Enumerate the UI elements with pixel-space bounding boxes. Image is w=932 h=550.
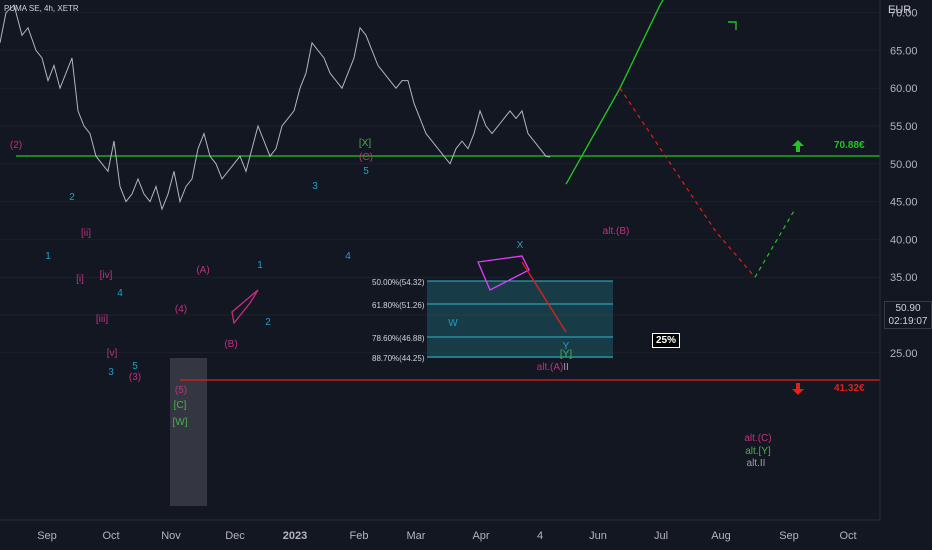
alt-projection [619,87,756,278]
wave-label: II [563,362,569,373]
wave-label: (A) [196,265,209,276]
wave-label: [i] [76,274,84,285]
wave-label: (4) [175,304,187,315]
wave-label: 5 [132,361,138,372]
y-tick-label: 35.00 [890,272,918,284]
plot-area [0,0,880,520]
wave-label: (5) [175,385,187,396]
down-leg [521,261,567,333]
currency-label: EUR [888,4,912,16]
wave-label: W [448,318,458,329]
triangle-pattern [477,255,530,291]
wave-label: [iii] [96,314,108,325]
x-tick-label: Mar [407,530,426,542]
x-tick-label: Jun [589,530,607,542]
down-arrow-icon [792,383,804,395]
wave-label: [Y] [560,349,572,360]
arrowhead [728,21,737,30]
wave-label: 1 [45,251,51,262]
price-line [0,4,551,211]
x-axis: Sep Oct Nov Dec 2023 Feb Mar Apr 4 Jun Jul Aug Sep Oc… [0,519,880,542]
wave-label: 4 [117,288,123,299]
fib-label: 61.80%(51.26) [372,301,425,310]
wave-label: [C] [174,400,187,411]
wave-label: 2 [265,317,271,328]
y-tick-label: 40.00 [890,234,918,246]
wave-label: [X] [359,138,371,149]
wave-label: (2) [10,140,22,151]
triangle-pattern [231,289,259,325]
alt-up-projection [754,208,796,278]
wave-label: 2 [69,192,75,203]
y-tick-label: 70.00 [890,8,918,20]
current-price-box: 50.90 02:19:07 [884,301,932,329]
x-tick-label: Oct [839,530,856,542]
wave-label: alt.[Y] [745,446,771,457]
grid [0,0,880,353]
level-lines [16,155,880,381]
current-price: 50.90 [895,303,921,314]
y-axis: 85.0080.0075.0070.0065.0060.0055.0050.00… [879,0,918,520]
x-tick-label: Oct [102,530,119,542]
fib-zone: 50.00%(54.32) 61.80%(51.26) 78.60%(46.88) 8… [170,278,613,506]
countdown: 02:19:07 [888,316,928,327]
wave-label: 4 [345,251,351,262]
wave-label: (3) [129,372,141,383]
main-projection [565,0,664,185]
upper-level-label: 70.88€ [834,140,865,151]
wave-label: Y [563,341,570,352]
x-tick-label: Nov [161,530,181,542]
y-tick-label: 25.00 [890,348,918,360]
x-tick-label: Feb [350,530,369,542]
wave-label: 5 [363,166,369,177]
grey-zone [170,358,207,506]
fib-rect [427,281,613,358]
target-badge: 25% [652,333,681,348]
x-tick-label: 4 [537,530,543,542]
wave-labels: (2)12[ii][i] [iv]4[iii][v]35(3)(4)(5)[C][… [10,138,772,469]
wave-label: alt.(B) [603,226,630,237]
x-tick-label: Sep [37,530,57,542]
fib-label: 50.00%(54.32) [372,278,425,287]
wave-label: [iv] [100,270,113,281]
wave-label: (B) [224,339,237,350]
fib-label: 88.70%(44.25) [372,354,425,363]
wave-label: 1 [257,260,263,271]
wave-label: [W] [173,417,188,428]
wave-label: [v] [107,348,118,359]
lower-level-label: 41.32€ [834,383,865,394]
wave-label: alt.(C) [744,433,771,444]
y-tick-label: 55.00 [890,121,918,133]
y-tick-label: 50.00 [890,159,918,171]
y-tick-label: 60.00 [890,83,918,95]
price-series [0,0,796,333]
up-arrow-icon [792,140,804,152]
chart-title: PUMA SE, 4h, XETR [4,4,79,13]
wave-label: alt.II [747,458,766,469]
x-tick-label: Apr [472,530,489,542]
x-tick-label: Aug [711,530,731,542]
wave-label: 3 [312,181,318,192]
fib-label: 78.60%(46.88) [372,334,425,343]
x-tick-label: Dec [225,530,245,542]
x-tick-label: 2023 [283,530,307,542]
y-tick-label: 45.00 [890,197,918,209]
wave-label: X [517,240,524,251]
wave-label: (C) [359,152,373,163]
wave-label: [ii] [81,228,91,239]
x-tick-label: Jul [654,530,668,542]
y-tick-label: 65.00 [890,45,918,57]
wave-label: alt.(A) [537,362,564,373]
wave-label: 3 [108,367,114,378]
x-tick-label: Sep [779,530,799,542]
